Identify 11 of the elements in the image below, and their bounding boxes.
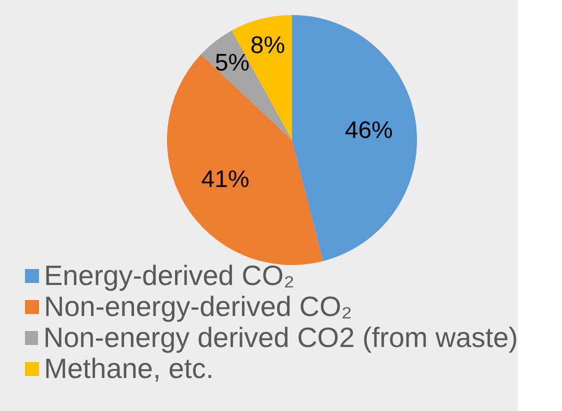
- data-label: 41%: [201, 166, 250, 193]
- legend-label: Non-energy-derived CO₂: [44, 291, 352, 322]
- data-label: 5%: [214, 49, 250, 76]
- pie-slice: [167, 54, 324, 265]
- data-label: 46%: [344, 116, 393, 144]
- pie-slice: [200, 30, 292, 140]
- data-label: 8%: [250, 32, 286, 60]
- legend-label: Non-energy derived CO2 (from waste): [43, 322, 518, 353]
- legend-label: Methane, etc.: [44, 353, 214, 384]
- legend-label: Energy-derived CO₂: [44, 260, 295, 291]
- pie-slice: [292, 15, 417, 262]
